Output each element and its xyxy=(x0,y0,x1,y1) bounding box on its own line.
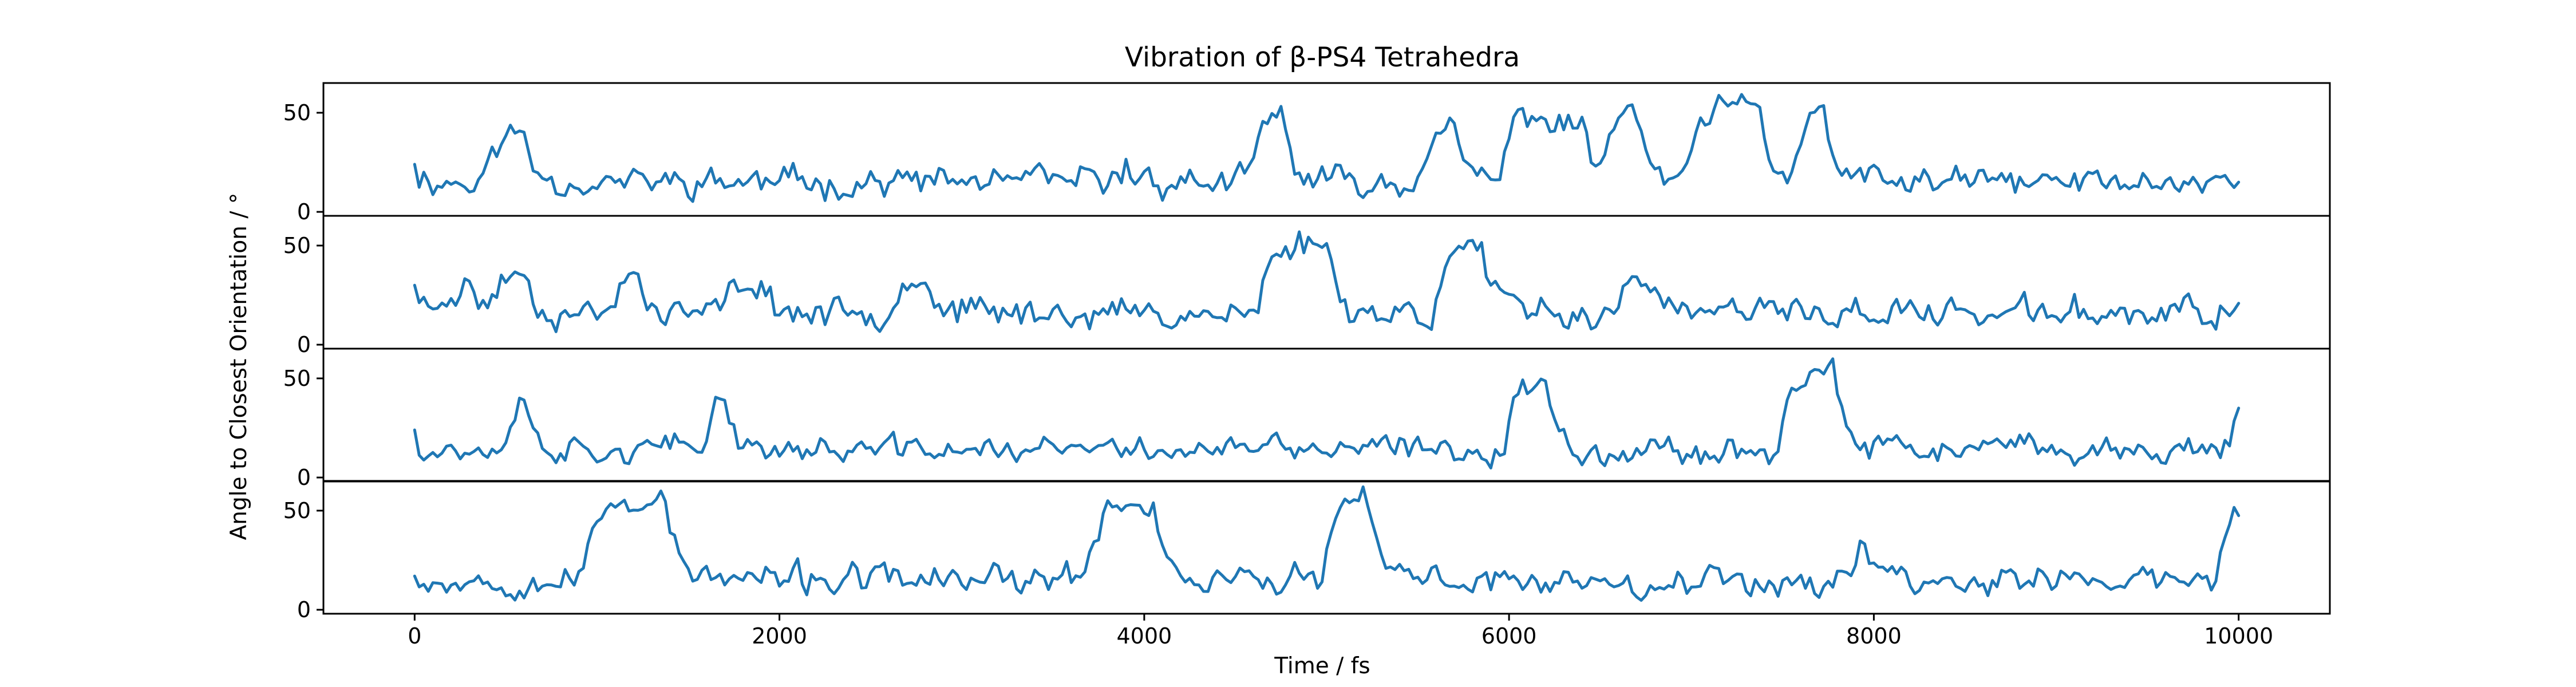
x-axis-label: Time / fs xyxy=(1274,653,1370,679)
y-tick-label: 0 xyxy=(297,199,311,224)
panel-2: 0 50 xyxy=(283,215,2331,357)
y-tick-label: 0 xyxy=(297,332,311,357)
panel-1: 0 50 xyxy=(283,82,2331,224)
x-tick-label: 4000 xyxy=(1117,623,1172,649)
chart-title: Vibration of β-PS4 Tetrahedra xyxy=(1125,42,1520,73)
panel-frame xyxy=(322,82,2331,217)
y-tick-label: 50 xyxy=(283,366,311,391)
y-axis-label: Angle to Closest Orientation / ° xyxy=(226,193,252,540)
series-line-1 xyxy=(413,93,2241,203)
y-tick-label: 50 xyxy=(283,233,311,258)
y-tick-label: 0 xyxy=(297,597,311,622)
y-tick-label: 50 xyxy=(283,100,311,125)
x-tick-label: 10000 xyxy=(2204,623,2273,649)
x-tick-label: 0 xyxy=(408,623,421,649)
x-tick-label: 2000 xyxy=(752,623,807,649)
series-line-4 xyxy=(413,485,2241,602)
panels: 0 50 0 50 0 50 0 50 0 2000 4000 6000 8000 10000 xyxy=(283,82,2331,649)
series-line-2 xyxy=(413,230,2241,333)
y-tick-label: 0 xyxy=(297,465,311,490)
panel-3: 0 50 xyxy=(283,348,2331,490)
panel-frame xyxy=(322,480,2331,615)
series-line-3 xyxy=(413,357,2241,469)
y-tick-label: 50 xyxy=(283,498,311,523)
x-tick-label: 8000 xyxy=(1846,623,1902,649)
x-tick-label: 6000 xyxy=(1481,623,1537,649)
panel-4: 0 50 0 2000 4000 6000 8000 10000 xyxy=(283,480,2331,649)
